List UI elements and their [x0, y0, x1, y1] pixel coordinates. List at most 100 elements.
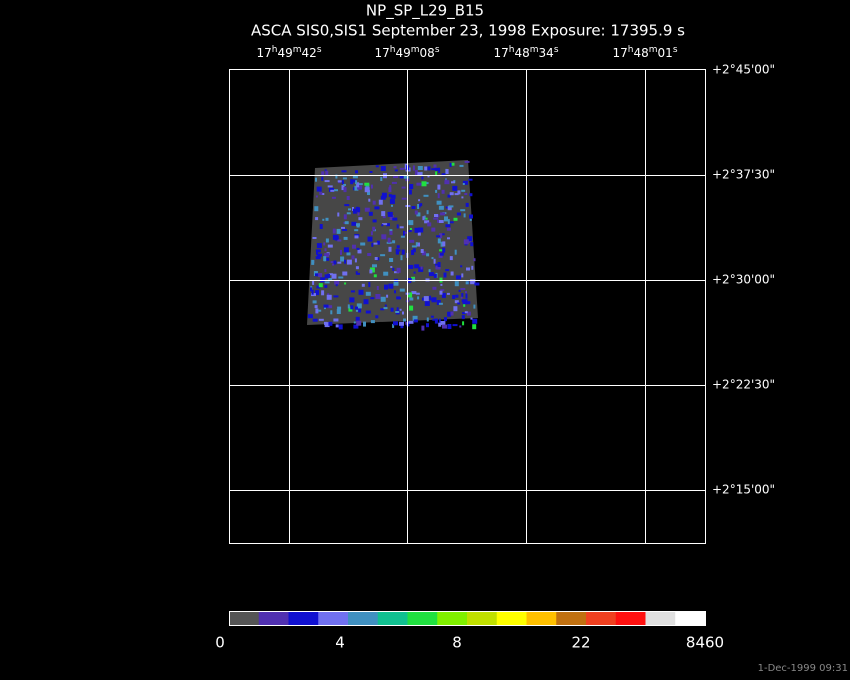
texture-pixel — [384, 304, 387, 307]
texture-pixel — [470, 279, 476, 285]
texture-pixel — [400, 255, 403, 261]
texture-pixel — [325, 217, 329, 221]
texture-pixel — [386, 294, 389, 298]
texture-pixel — [440, 241, 444, 247]
texture-pixel — [347, 304, 350, 309]
texture-pixel — [430, 315, 434, 318]
texture-pixel — [446, 292, 450, 295]
texture-pixel — [356, 223, 360, 227]
texture-pixel — [315, 217, 319, 221]
texture-pixel — [466, 267, 470, 271]
texture-pixel — [435, 263, 439, 267]
texture-pixel — [439, 290, 443, 295]
texture-pixel — [319, 224, 323, 229]
texture-pixel — [403, 230, 405, 236]
texture-pixel — [461, 315, 465, 320]
footer-date: 1-Dec-1999 09:31 — [758, 663, 848, 674]
texture-pixel — [400, 235, 405, 238]
texture-pixel — [341, 180, 344, 185]
texture-pixel — [461, 273, 464, 278]
ra-number: 17 — [256, 46, 271, 60]
texture-pixel — [386, 223, 390, 227]
colorbar-swatch — [407, 611, 438, 625]
texture-pixel — [316, 285, 321, 289]
texture-pixel — [324, 284, 328, 288]
texture-pixel — [383, 307, 388, 310]
texture-pixel — [465, 293, 468, 299]
texture-pixel — [471, 265, 474, 270]
ra-unit: m — [293, 45, 302, 55]
texture-pixel — [408, 320, 414, 324]
ra-unit: s — [554, 45, 559, 55]
texture-pixel — [461, 196, 464, 199]
texture-pixel — [417, 296, 420, 300]
texture-pixel — [364, 182, 370, 186]
texture-pixel — [315, 273, 320, 277]
texture-pixel — [454, 281, 459, 287]
texture-pixel — [388, 246, 392, 252]
texture-pixel — [343, 187, 347, 193]
texture-pixel — [401, 197, 407, 200]
texture-pixel — [431, 297, 437, 303]
ra-label: 17h49m42s — [256, 45, 321, 60]
texture-pixel — [399, 175, 404, 179]
texture-pixel — [405, 321, 408, 325]
texture-pixel — [395, 311, 400, 313]
texture-pixel — [390, 307, 394, 312]
texture-pixel — [315, 249, 321, 253]
texture-pixel — [312, 300, 317, 304]
texture-pixel — [428, 272, 434, 277]
texture-pixel — [314, 305, 318, 309]
texture-pixel — [312, 318, 318, 322]
texture-pixel — [461, 293, 464, 297]
texture-pixel — [333, 295, 339, 298]
texture-pixel — [409, 297, 414, 301]
texture-pixel — [401, 186, 406, 189]
ra-unit: h — [272, 45, 278, 55]
colorbar-frame — [229, 611, 706, 626]
texture-pixel — [354, 235, 359, 239]
texture-pixel — [344, 282, 347, 285]
texture-pixel — [454, 300, 459, 304]
texture-pixel — [421, 176, 424, 180]
texture-pixel — [338, 276, 344, 279]
texture-pixel — [365, 310, 371, 314]
texture-pixel — [381, 224, 384, 227]
texture-pixel — [399, 297, 401, 300]
texture-pixel — [321, 290, 325, 296]
texture-pixel — [316, 186, 322, 192]
texture-pixel — [330, 261, 334, 264]
texture-pixel — [396, 296, 401, 300]
texture-pixel — [340, 249, 342, 255]
texture-pixel — [356, 247, 360, 250]
texture-pixel — [328, 321, 333, 326]
texture-pixel — [469, 214, 473, 219]
texture-pixel — [406, 278, 412, 281]
texture-pixel — [378, 199, 383, 205]
texture-pixel — [318, 309, 322, 312]
texture-pixel — [394, 322, 397, 324]
texture-pixel — [438, 205, 444, 210]
dec-label: +2°30'00" — [712, 273, 775, 287]
texture-pixel — [411, 276, 415, 280]
texture-pixel — [387, 237, 391, 243]
texture-pixel — [369, 171, 373, 173]
ra-number: 17 — [374, 46, 389, 60]
texture-pixel — [417, 204, 420, 209]
texture-pixel — [386, 241, 392, 244]
texture-pixel — [426, 210, 429, 215]
texture-pixel — [418, 203, 421, 208]
texture-pixel — [418, 199, 421, 202]
texture-pixel — [332, 234, 338, 240]
texture-pixel — [349, 297, 355, 303]
texture-pixel — [395, 248, 399, 254]
texture-pixel — [468, 178, 473, 181]
texture-pixel — [444, 317, 447, 322]
texture-pixel — [351, 255, 355, 260]
texture-pixel — [384, 284, 388, 290]
dec-label: +2°22'30" — [712, 378, 775, 392]
texture-pixel — [357, 207, 361, 213]
texture-pixel — [388, 283, 394, 289]
texture-pixel — [460, 288, 466, 290]
texture-pixel — [315, 256, 321, 260]
